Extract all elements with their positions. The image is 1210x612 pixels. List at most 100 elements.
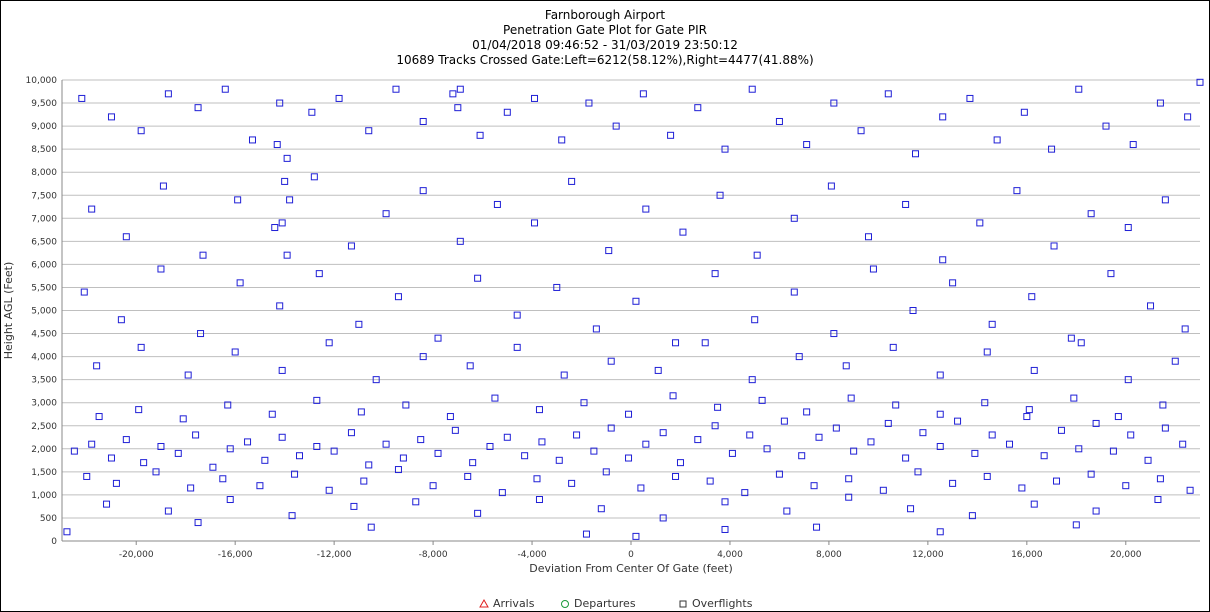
overflight-point xyxy=(244,438,252,446)
overflight-point xyxy=(1067,334,1075,342)
overflight-point xyxy=(325,486,333,494)
overflight-point xyxy=(399,454,407,462)
y-tick-label: 7,500 xyxy=(31,191,57,201)
overflight-point xyxy=(1186,486,1194,494)
overflight-point xyxy=(295,452,303,460)
overflight-point xyxy=(1154,496,1162,504)
overflight-point xyxy=(555,456,563,464)
overflight-point xyxy=(1023,413,1031,421)
overflight-point xyxy=(605,247,613,255)
overflight-point xyxy=(902,200,910,208)
overflight-point xyxy=(1048,145,1056,153)
overflight-point xyxy=(394,293,402,301)
overflight-point xyxy=(288,512,296,520)
overflight-point xyxy=(209,463,217,471)
overflight-point xyxy=(531,219,539,227)
overflight-point xyxy=(278,219,286,227)
overflight-point xyxy=(419,187,427,195)
y-tick-label: 6,000 xyxy=(31,260,57,270)
y-tick-label: 2,000 xyxy=(31,445,57,455)
overflight-point xyxy=(580,399,588,407)
overflight-point xyxy=(889,343,897,351)
overflight-point xyxy=(672,339,680,347)
overflight-point xyxy=(1147,302,1155,310)
overflight-point xyxy=(795,353,803,361)
overflight-point xyxy=(360,477,368,485)
overflight-point xyxy=(810,482,818,490)
overflight-point xyxy=(469,459,477,467)
y-tick-label: 9,500 xyxy=(31,99,57,109)
overflight-point xyxy=(456,85,464,93)
overflight-point xyxy=(1025,406,1033,414)
overflight-point xyxy=(286,196,294,204)
overflight-point xyxy=(607,357,615,365)
legend-label: Overflights xyxy=(692,597,753,610)
overflight-point xyxy=(907,505,915,513)
overflight-point xyxy=(936,371,944,379)
y-tick-label: 8,000 xyxy=(31,168,57,178)
overflight-point xyxy=(790,214,798,222)
overflight-point xyxy=(637,484,645,492)
x-tick-label: -16,000 xyxy=(218,550,253,560)
overflight-point xyxy=(592,325,600,333)
y-tick-label: 4,500 xyxy=(31,330,57,340)
overflight-point xyxy=(107,113,115,121)
overflight-point xyxy=(394,466,402,474)
overflight-point xyxy=(491,394,499,402)
overflight-point xyxy=(721,498,729,506)
overflight-point xyxy=(372,376,380,384)
overflight-point xyxy=(273,141,281,149)
overflight-point xyxy=(815,433,823,441)
overflight-point xyxy=(775,470,783,478)
overflight-point xyxy=(498,489,506,497)
overflight-point xyxy=(236,279,244,287)
overflight-point xyxy=(1124,224,1132,232)
overflight-point xyxy=(1087,210,1095,218)
overflight-point xyxy=(1156,475,1164,483)
overflight-point xyxy=(367,523,375,531)
x-tick-label: 20,000 xyxy=(1110,550,1142,560)
overflight-point xyxy=(830,99,838,107)
overflight-point xyxy=(1006,440,1014,448)
overflight-point xyxy=(884,419,892,427)
overflight-point xyxy=(783,507,791,515)
overflight-point xyxy=(857,127,865,135)
y-tick-label: 1,500 xyxy=(31,468,57,478)
overflight-point xyxy=(449,90,457,98)
overflight-point xyxy=(174,449,182,457)
overflight-point xyxy=(159,182,167,190)
overflight-point xyxy=(1114,413,1122,421)
overflight-point xyxy=(625,410,633,418)
overflight-point xyxy=(954,417,962,425)
overflight-point xyxy=(1144,456,1152,464)
y-tick-label: 10,000 xyxy=(26,76,58,86)
overflight-point xyxy=(1030,500,1038,508)
overflight-point xyxy=(993,136,1001,144)
overflight-point xyxy=(521,452,529,460)
overflight-point xyxy=(234,196,242,204)
overflight-point xyxy=(310,173,318,181)
overflight-point xyxy=(711,422,719,430)
overflight-point xyxy=(1050,242,1058,250)
overflight-point xyxy=(585,99,593,107)
overflight-point xyxy=(347,429,355,437)
overflight-point xyxy=(493,200,501,208)
overflight-point xyxy=(107,454,115,462)
overflight-point xyxy=(446,413,454,421)
overflight-point xyxy=(1087,470,1095,478)
overflight-point xyxy=(466,362,474,370)
overflight-point xyxy=(1159,401,1167,409)
overflight-point xyxy=(325,339,333,347)
overflight-point xyxy=(164,507,172,515)
overflight-point xyxy=(1053,477,1061,485)
overflight-point xyxy=(531,94,539,102)
overflight-point xyxy=(268,410,276,418)
overflight-point xyxy=(1122,482,1130,490)
overflight-point xyxy=(261,456,269,464)
x-tick-label: -8,000 xyxy=(419,550,448,560)
overflight-point xyxy=(454,104,462,112)
x-axis-ticks: -20,000 -16,000 -12,000 -8,000 -4,000 0 4,000 8… xyxy=(119,541,1142,560)
legend: Arrivals Departures Overflights xyxy=(479,597,753,610)
